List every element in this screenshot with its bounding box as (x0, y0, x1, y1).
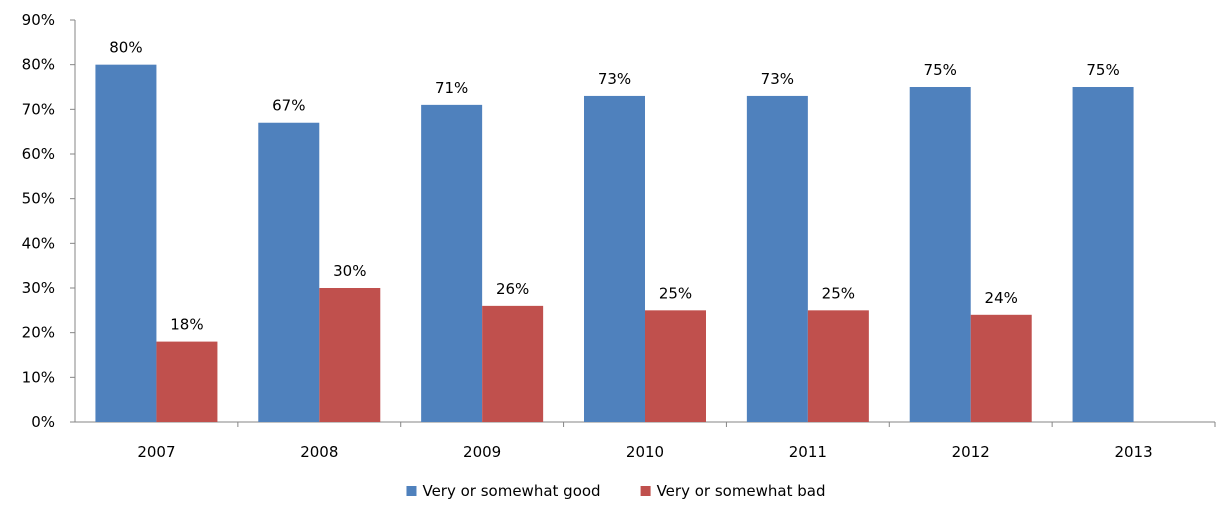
data-label: 25% (659, 284, 692, 302)
data-label: 75% (924, 61, 957, 79)
legend: Very or somewhat good Very or somewhat ba… (406, 482, 826, 500)
y-tick-label: 40% (22, 234, 55, 252)
x-category-label: 2009 (463, 443, 501, 461)
x-category-label: 2007 (137, 443, 175, 461)
data-label: 73% (761, 70, 794, 88)
y-tick-label: 50% (22, 190, 55, 208)
bar-bad (807, 310, 869, 422)
bar-bad (482, 305, 544, 422)
bar-bad (156, 341, 218, 422)
x-axis-categories: 2007 2008 2009 2010 2011 2012 2013 (137, 422, 1216, 461)
data-label: 67% (272, 97, 305, 115)
y-tick-label: 80% (22, 56, 55, 74)
y-tick-label: 10% (22, 368, 55, 386)
bar-bad (970, 314, 1032, 422)
bar-good (746, 95, 808, 422)
bar-bad (319, 288, 381, 422)
x-category-label: 2012 (952, 443, 990, 461)
bar-good (258, 122, 320, 422)
bar-good (95, 64, 157, 423)
legend-label: Very or somewhat bad (657, 482, 826, 500)
y-tick-label: 60% (22, 145, 55, 163)
bar-good (584, 95, 645, 422)
data-label: 30% (333, 262, 366, 280)
bar-bad (645, 310, 706, 422)
data-label: 25% (822, 284, 855, 302)
bar-good (1072, 87, 1134, 422)
data-label: 71% (435, 79, 468, 97)
x-category-label: 2013 (1114, 443, 1152, 461)
data-label: 18% (170, 316, 203, 334)
y-tick-label: 70% (22, 100, 55, 118)
x-category-label: 2011 (789, 443, 827, 461)
data-label: 26% (496, 280, 529, 298)
legend-swatch-good (406, 486, 417, 496)
data-label: 75% (1086, 61, 1119, 79)
x-category-label: 2010 (626, 443, 664, 461)
y-tick-label: 0% (31, 413, 55, 431)
y-tick-label: 20% (22, 324, 55, 342)
y-axis-ticks: 0% 10% 20% 30% 40% 50% 60% 70% 80% 90% (22, 11, 75, 431)
y-tick-label: 30% (22, 279, 55, 297)
bar-good (909, 87, 971, 422)
data-label: 24% (985, 289, 1018, 307)
data-labels: 80% 18% 67% 30% 71% 26% 73% 25% 73% 25% 75% 24% 75% (109, 39, 1119, 334)
y-tick-label: 90% (22, 11, 55, 29)
data-label: 73% (598, 70, 631, 88)
x-category-label: 2008 (300, 443, 338, 461)
legend-label: Very or somewhat good (422, 482, 600, 500)
bars (95, 64, 1134, 423)
bar-good (421, 104, 483, 422)
legend-swatch-bad (640, 486, 651, 496)
data-label: 80% (109, 39, 142, 57)
